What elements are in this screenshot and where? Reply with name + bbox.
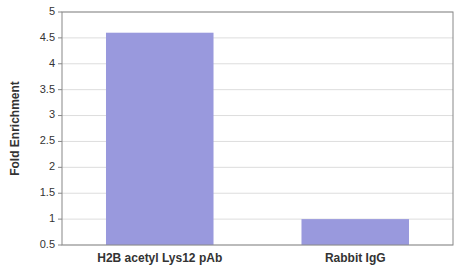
y-tick-label: 3.5 xyxy=(40,83,55,95)
y-tick xyxy=(58,12,62,13)
x-axis: H2B acetyl Lys12 pAb Rabbit IgG xyxy=(97,251,385,265)
grid xyxy=(62,12,453,245)
y-tick xyxy=(58,115,62,116)
bar xyxy=(301,219,409,245)
y-axis: 0.5 1 1.5 2 2.5 3 3.5 4 4.5 5 xyxy=(40,5,62,250)
y-tick-label: 5 xyxy=(49,5,55,17)
chart-container: 0.5 1 1.5 2 2.5 3 3.5 4 4.5 5 H2B acetyl Lys12 pAb… xyxy=(0,0,465,277)
y-tick-label: 0.5 xyxy=(40,238,55,250)
y-tick-label: 2.5 xyxy=(40,134,55,146)
y-tick xyxy=(58,193,62,194)
y-tick-label: 1.5 xyxy=(40,186,55,198)
bars xyxy=(106,33,409,245)
y-tick xyxy=(58,219,62,220)
y-tick-label: 3 xyxy=(49,108,55,120)
y-tick xyxy=(58,37,62,38)
y-tick xyxy=(58,89,62,90)
bar xyxy=(106,33,214,245)
chart: 0.5 1 1.5 2 2.5 3 3.5 4 4.5 5 H2B acetyl Lys12 pAb… xyxy=(0,0,465,277)
y-axis-label: Fold Enrichment xyxy=(8,81,22,176)
y-tick-label: 4.5 xyxy=(40,31,55,43)
plot-frame xyxy=(62,12,453,245)
y-tick-label: 1 xyxy=(49,212,55,224)
x-tick-label: Rabbit IgG xyxy=(325,251,386,265)
y-tick xyxy=(58,63,62,64)
y-tick xyxy=(58,141,62,142)
y-tick-label: 2 xyxy=(49,160,55,172)
x-tick-label: H2B acetyl Lys12 pAb xyxy=(97,251,222,265)
y-tick xyxy=(58,245,62,246)
y-tick xyxy=(58,167,62,168)
y-tick-label: 4 xyxy=(49,57,55,69)
